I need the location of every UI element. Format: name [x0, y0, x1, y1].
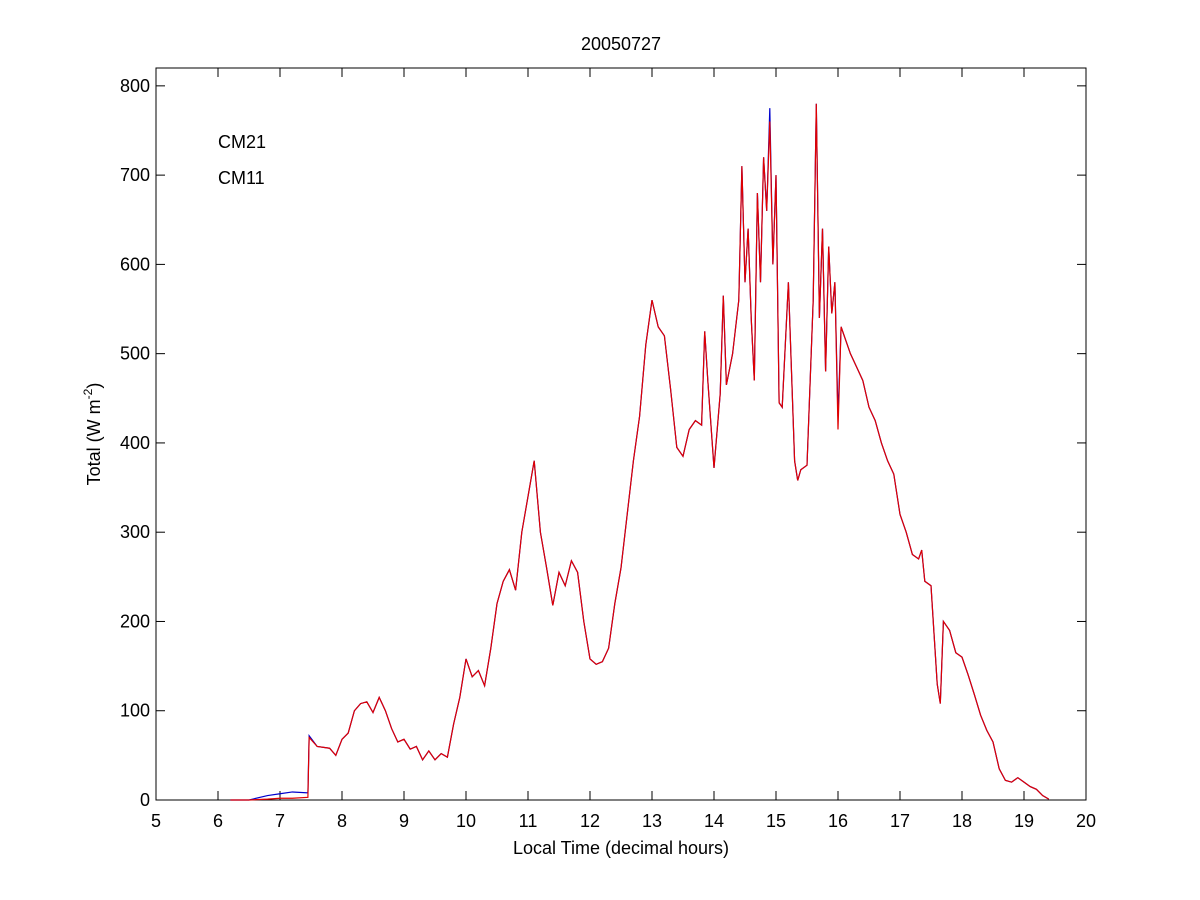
- x-tick-label: 13: [642, 811, 662, 831]
- x-tick-label: 5: [151, 811, 161, 831]
- y-tick-label: 700: [120, 165, 150, 185]
- x-tick-label: 15: [766, 811, 786, 831]
- y-label-text: Total (W m: [84, 399, 104, 485]
- x-tick-label: 11: [519, 811, 538, 831]
- x-tick-label: 6: [213, 811, 223, 831]
- y-label-suffix: ): [84, 383, 104, 389]
- y-tick-label: 600: [120, 254, 150, 274]
- x-tick-label: 12: [580, 811, 600, 831]
- chart-title: 20050727: [581, 34, 661, 54]
- y-tick-label: 200: [120, 611, 150, 631]
- y-tick-label: 0: [140, 790, 150, 810]
- y-tick-label: 500: [120, 344, 150, 364]
- y-axis-label: Total (W m-2): [81, 383, 104, 486]
- x-tick-label: 17: [890, 811, 910, 831]
- x-axis-label: Local Time (decimal hours): [513, 838, 729, 858]
- y-label-superscript: -2: [81, 388, 95, 399]
- x-tick-label: 10: [456, 811, 476, 831]
- y-tick-label: 100: [120, 701, 150, 721]
- legend-entry: CM11: [218, 168, 265, 188]
- x-tick-label: 9: [399, 811, 409, 831]
- x-tick-label: 19: [1014, 811, 1034, 831]
- x-tick-label: 18: [952, 811, 972, 831]
- x-tick-label: 8: [337, 811, 347, 831]
- y-tick-label: 400: [120, 433, 150, 453]
- x-tick-label: 14: [704, 811, 724, 831]
- x-tick-label: 20: [1076, 811, 1096, 831]
- legend-entry: CM21: [218, 132, 266, 152]
- x-tick-label: 7: [275, 811, 285, 831]
- data-line: [230, 103, 1050, 801]
- plot-frame: [155, 67, 1087, 801]
- x-tick-label: 16: [828, 811, 848, 831]
- y-tick-label: 300: [120, 522, 150, 542]
- y-tick-label: 800: [120, 76, 150, 96]
